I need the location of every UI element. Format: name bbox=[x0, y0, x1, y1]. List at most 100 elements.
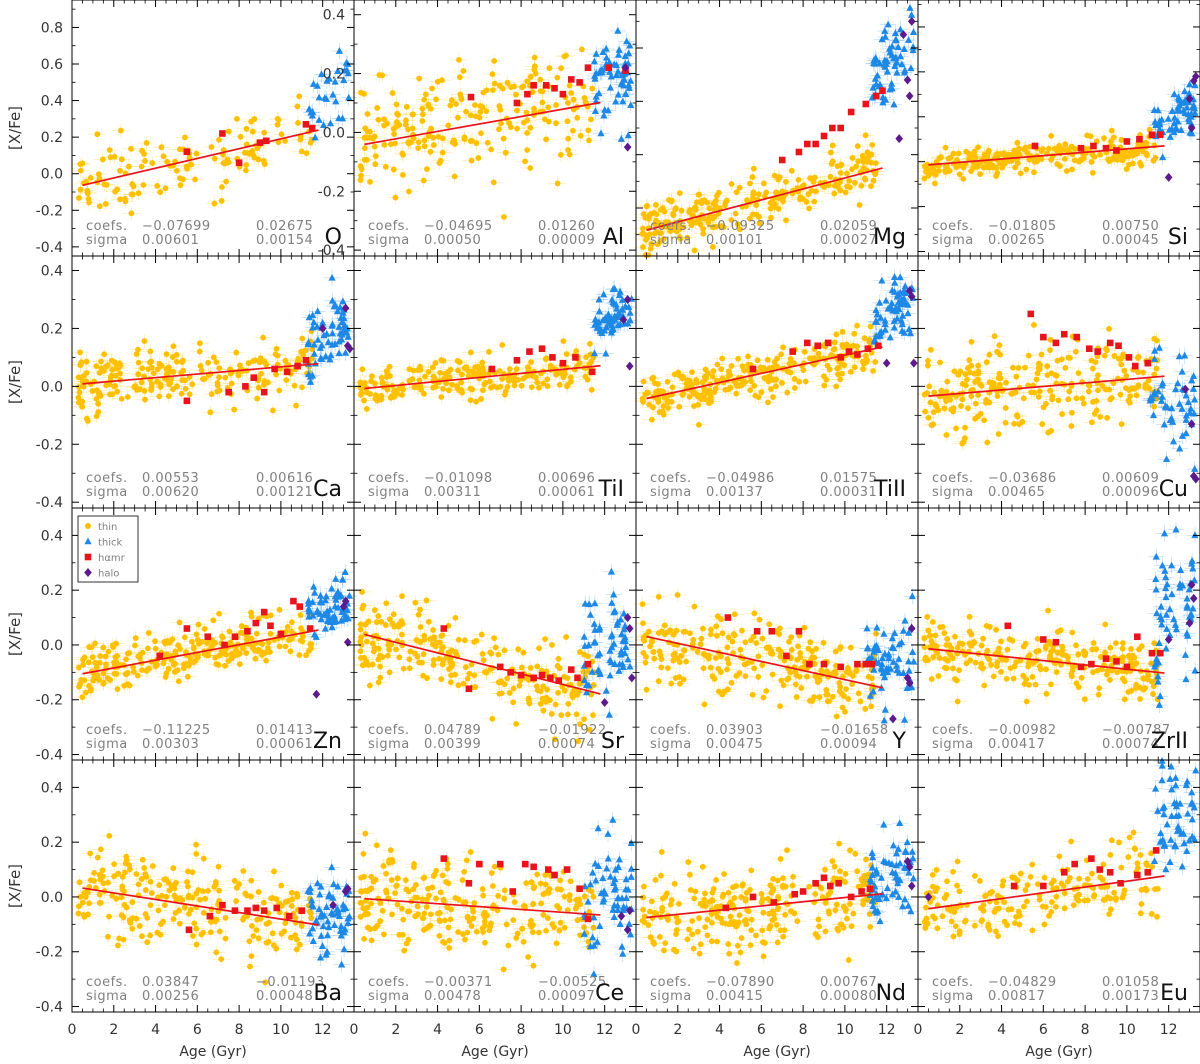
thin-point bbox=[77, 167, 84, 174]
y-tick-label: -0.2 bbox=[36, 437, 63, 453]
coef-intercept: −0.09325 bbox=[706, 219, 775, 234]
thin-point bbox=[405, 188, 412, 195]
thick-point bbox=[883, 67, 892, 75]
thin-point bbox=[77, 186, 84, 193]
thick-point bbox=[625, 84, 633, 91]
thin-point bbox=[410, 111, 416, 118]
thin-point bbox=[829, 158, 836, 165]
sigma-intercept: 0.00101 bbox=[706, 233, 763, 248]
hamr-point bbox=[803, 140, 811, 148]
thin-point bbox=[451, 173, 458, 180]
thin-point bbox=[458, 96, 465, 103]
thick-point bbox=[326, 119, 335, 127]
thin-point bbox=[421, 96, 428, 103]
thin-point bbox=[837, 187, 844, 194]
thick-point bbox=[328, 320, 337, 328]
thin-point bbox=[691, 204, 698, 211]
thin-point bbox=[192, 176, 198, 183]
thick-point bbox=[906, 4, 914, 11]
thin-point bbox=[1143, 150, 1150, 157]
thin-point bbox=[829, 142, 836, 149]
thick-point bbox=[311, 133, 319, 141]
thin-point bbox=[392, 194, 399, 201]
sigma-intercept: 0.00601 bbox=[142, 233, 199, 248]
thin-point bbox=[997, 160, 1004, 167]
thin-point bbox=[361, 397, 367, 404]
hamr-point bbox=[1148, 131, 1156, 139]
thin-point bbox=[76, 389, 83, 396]
thin-point bbox=[117, 196, 123, 203]
thin-point bbox=[299, 384, 305, 391]
thin-point bbox=[684, 234, 691, 241]
thin-point bbox=[544, 376, 551, 383]
thick-point bbox=[614, 67, 622, 75]
thick-point bbox=[909, 43, 917, 50]
thin-point bbox=[456, 74, 463, 81]
thick-point bbox=[319, 121, 328, 128]
thin-point bbox=[83, 369, 90, 376]
thin-point bbox=[1089, 169, 1096, 176]
thin-point bbox=[129, 191, 136, 198]
y-tick-label: -0.4 bbox=[318, 243, 345, 259]
thick-point bbox=[344, 69, 352, 77]
hamr-point bbox=[524, 90, 531, 98]
thin-point bbox=[827, 149, 834, 156]
thin-point bbox=[141, 338, 148, 344]
thin-point bbox=[855, 158, 862, 165]
thin-point bbox=[422, 91, 429, 98]
thick-point bbox=[1171, 113, 1179, 121]
thin-point bbox=[411, 384, 418, 391]
thin-point bbox=[233, 349, 240, 356]
thin-point bbox=[750, 165, 757, 172]
thin-point bbox=[361, 90, 367, 97]
thin-point bbox=[129, 181, 136, 187]
thin-point bbox=[103, 382, 110, 389]
hamr-point bbox=[879, 87, 886, 94]
thin-point bbox=[490, 179, 497, 186]
thin-point bbox=[407, 139, 414, 146]
thin-point bbox=[553, 102, 559, 108]
thin-point bbox=[208, 391, 215, 398]
thick-point bbox=[1176, 96, 1184, 104]
hamr-point bbox=[584, 64, 592, 71]
thin-point bbox=[139, 365, 146, 372]
thin-point bbox=[148, 364, 155, 371]
thin-point bbox=[85, 196, 92, 202]
thin-point bbox=[484, 139, 491, 146]
thin-point bbox=[531, 63, 538, 70]
thin-point bbox=[756, 214, 762, 220]
thin-point bbox=[148, 358, 154, 365]
thin-point bbox=[117, 370, 123, 377]
thin-point bbox=[419, 118, 426, 124]
thin-point bbox=[107, 391, 113, 398]
thin-point bbox=[1129, 152, 1136, 159]
thick-point bbox=[1181, 109, 1189, 116]
thin-point bbox=[245, 360, 252, 367]
thick-point bbox=[309, 108, 317, 115]
thick-point bbox=[894, 43, 902, 51]
thin-point bbox=[488, 146, 494, 153]
thin-point bbox=[514, 107, 520, 114]
thick-point bbox=[1180, 98, 1188, 105]
thin-point bbox=[980, 164, 987, 171]
thick-point bbox=[871, 74, 880, 82]
thin-point bbox=[524, 130, 530, 136]
thin-point bbox=[1014, 160, 1021, 167]
thin-point bbox=[553, 120, 559, 127]
thick-point bbox=[322, 95, 331, 102]
thin-point bbox=[282, 357, 289, 364]
thick-point bbox=[907, 64, 915, 72]
thin-point bbox=[1022, 144, 1029, 151]
thin-point bbox=[869, 141, 876, 148]
hamr-point bbox=[467, 93, 475, 101]
thin-point bbox=[568, 90, 575, 96]
hamr-point bbox=[219, 130, 226, 137]
thin-point bbox=[960, 175, 967, 182]
thin-point bbox=[97, 392, 104, 399]
coef-slope: 0.01260 bbox=[538, 219, 595, 234]
sigma-slope: 0.00045 bbox=[1102, 233, 1159, 248]
thin-point bbox=[478, 130, 484, 137]
thin-point bbox=[250, 152, 257, 159]
thin-point bbox=[514, 125, 520, 132]
